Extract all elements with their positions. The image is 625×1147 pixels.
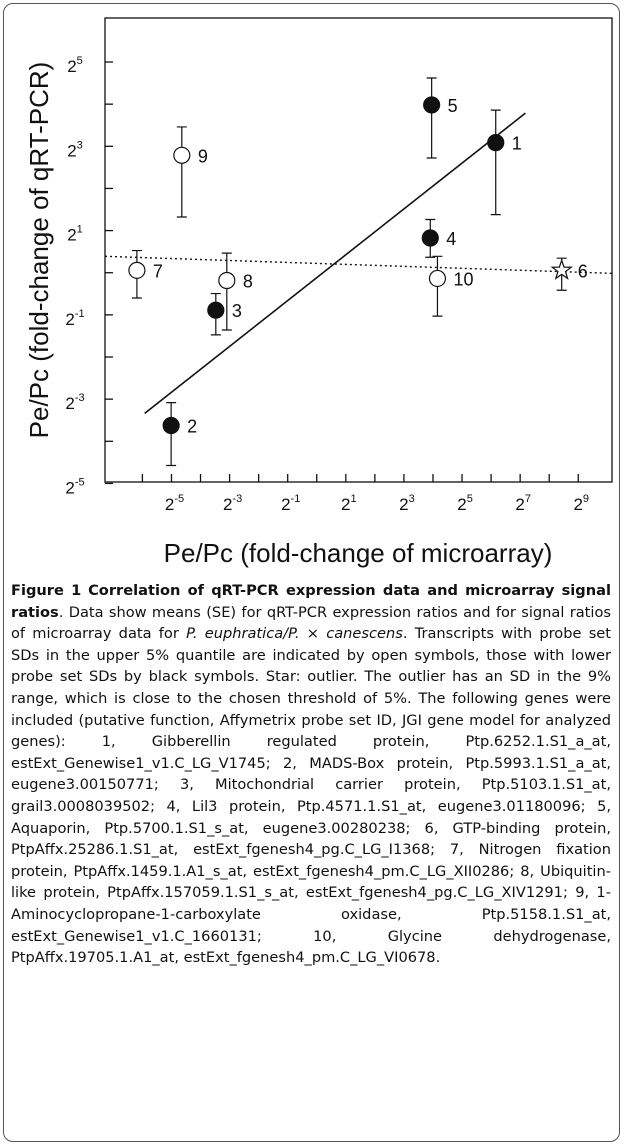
tick-base: 2 <box>165 495 174 514</box>
y-axis-label: Pe/Pc (fold-change of qRT-PCR) <box>24 62 54 439</box>
error-bar <box>221 252 232 331</box>
point <box>487 134 505 152</box>
tick-exponent: 1 <box>350 493 356 505</box>
caption-text: . Transcripts with probe set SDs in the … <box>11 625 612 967</box>
point <box>428 269 447 288</box>
tick-exponent: -3 <box>232 493 242 505</box>
point <box>218 271 236 290</box>
tick-label: 21 <box>341 493 357 514</box>
tick-base: 2 <box>67 141 76 160</box>
tick-exponent: -3 <box>75 392 85 404</box>
tick-label: 25 <box>457 493 473 514</box>
point-label: 7 <box>153 261 163 281</box>
tick-exponent: 3 <box>409 493 415 505</box>
tick-label: 27 <box>515 493 531 514</box>
tick-exponent: 5 <box>77 55 83 67</box>
caption: Figure 1 Correlation of qRT-PCR expressi… <box>11 580 611 969</box>
tick-label: 2-5 <box>165 493 184 514</box>
point-label: 5 <box>448 96 458 116</box>
tick-label: 2-3 <box>223 493 242 514</box>
tick-base: 2 <box>399 495 408 514</box>
tick-label: 2-3 <box>65 392 84 413</box>
tick-base: 2 <box>281 495 290 514</box>
tick-base: 2 <box>573 495 582 514</box>
tick-label: 29 <box>573 493 589 514</box>
point <box>423 96 441 114</box>
tick-base: 2 <box>341 495 350 514</box>
tick-base: 2 <box>65 394 74 413</box>
tick-base: 2 <box>67 226 76 245</box>
tick-base: 2 <box>65 478 74 497</box>
tick-exponent: -5 <box>174 493 184 505</box>
tick-exponent: 1 <box>77 224 83 236</box>
tick-base: 2 <box>223 495 232 514</box>
tick-exponent: 5 <box>467 493 473 505</box>
point-label: 8 <box>243 272 253 292</box>
caption-label: Figure 1 <box>11 582 82 599</box>
point <box>128 261 146 279</box>
caption-text: P. euphratica/P. <box>186 625 300 643</box>
point-label: 2 <box>187 417 197 437</box>
tick-exponent: -1 <box>291 493 301 505</box>
chart: Pe/Pc (fold-change of microarray) Pe/Pc … <box>24 17 613 568</box>
point-label: 1 <box>512 134 522 154</box>
fit-line <box>144 112 526 414</box>
tick-exponent: -1 <box>75 308 85 320</box>
tick-exponent: 7 <box>525 493 531 505</box>
point <box>207 301 225 319</box>
caption-text: canescens <box>326 625 403 643</box>
caption-text: × <box>299 625 327 643</box>
tick-exponent: -5 <box>75 476 85 488</box>
tick-label: 23 <box>67 139 83 160</box>
point-label: 6 <box>578 261 588 281</box>
figure-frame <box>3 3 620 1142</box>
tick-label: 25 <box>67 55 83 76</box>
tick-base: 2 <box>515 495 524 514</box>
error-bar <box>176 126 187 218</box>
caption-text: . Data show means (SE) for qRT-PCR expre… <box>11 603 611 643</box>
tick-label: 23 <box>399 493 415 514</box>
tick-exponent: 9 <box>583 493 589 505</box>
caption-title: Correlation of qRT-PCR expression data a… <box>11 582 611 621</box>
fit-line <box>104 255 613 275</box>
tick-label: 2-1 <box>281 493 300 514</box>
point <box>173 146 191 164</box>
tick-base: 2 <box>67 57 76 76</box>
tick-label: 21 <box>67 224 83 245</box>
point-label: 4 <box>446 229 456 249</box>
point-star <box>550 258 573 280</box>
tick-base: 2 <box>65 310 74 329</box>
point-label: 10 <box>453 269 473 289</box>
tick-label: 2-1 <box>65 308 84 329</box>
plot-frame <box>104 17 613 483</box>
point <box>162 416 180 435</box>
tick-exponent: 3 <box>77 139 83 151</box>
x-axis-label: Pe/Pc (fold-change of microarray) <box>164 538 553 568</box>
tick-label: 2-5 <box>65 476 84 497</box>
error-bar <box>490 109 501 216</box>
point-label: 9 <box>198 146 208 166</box>
point <box>421 229 439 247</box>
tick-base: 2 <box>457 495 466 514</box>
point-label: 3 <box>232 301 242 321</box>
error-bar <box>426 77 437 159</box>
